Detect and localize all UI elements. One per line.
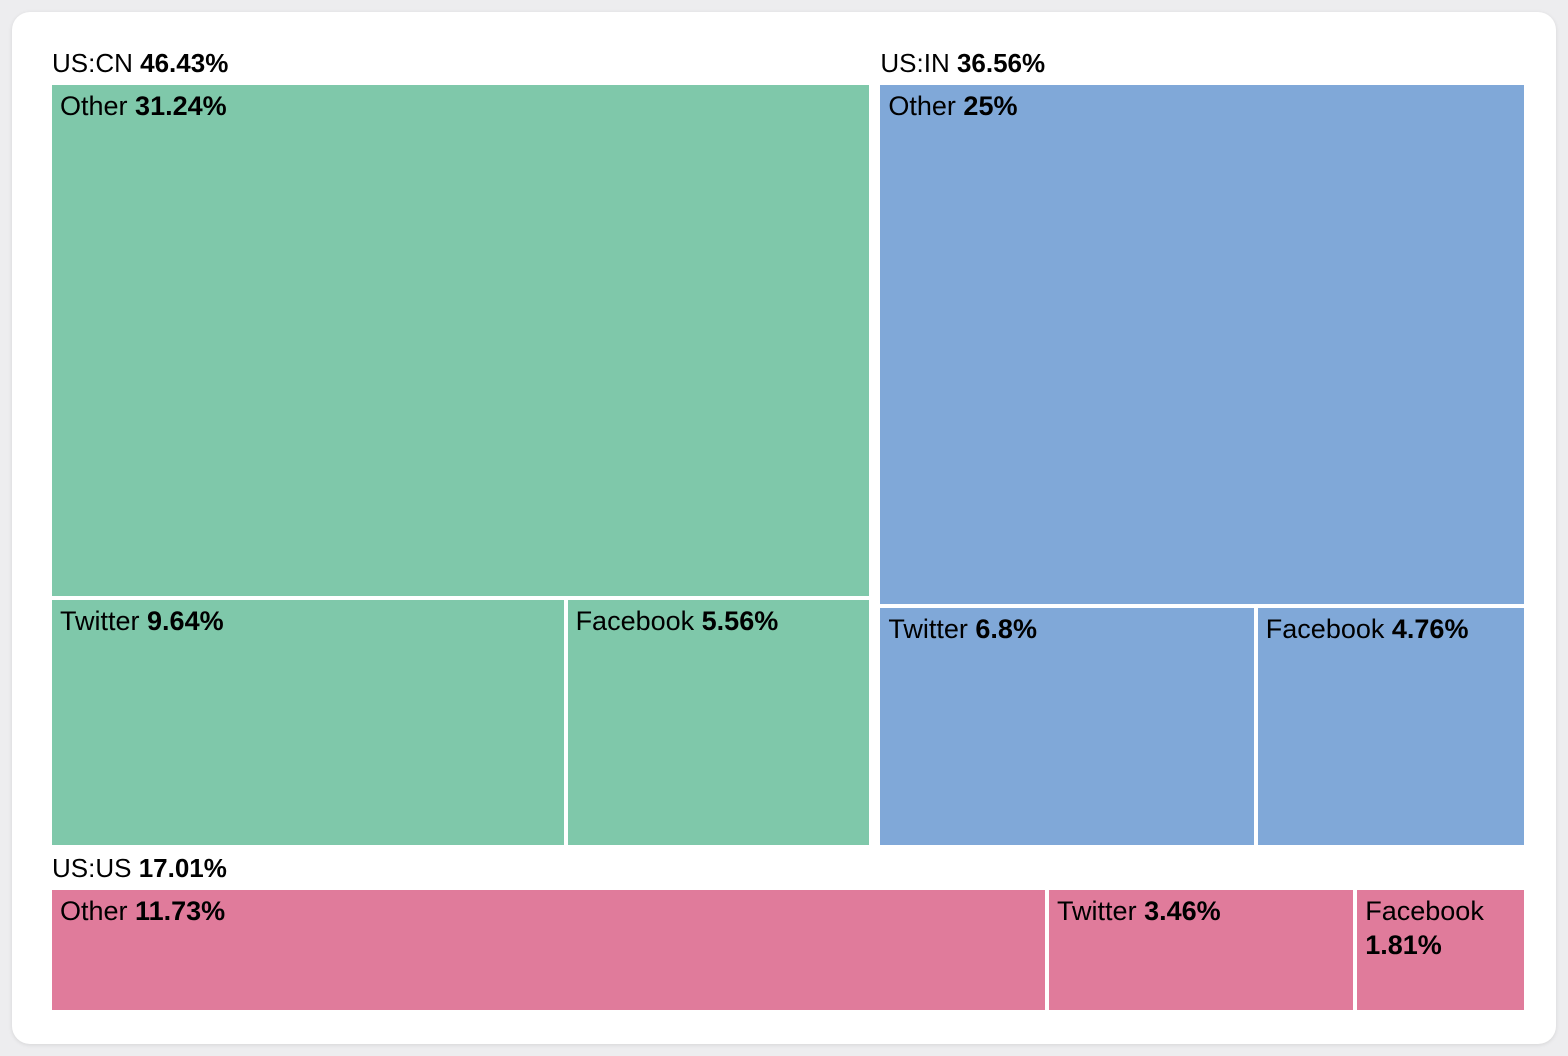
cell-label: Other 11.73% [60, 896, 226, 926]
cell-label: Twitter 3.46% [1057, 896, 1221, 926]
group-value: 36.56% [956, 48, 1046, 78]
group-us-us: US:US 17.01% Other 11.73% Twitter 3.46% … [52, 853, 1525, 1010]
cell-us-cn-other[interactable]: Other 31.24% [52, 85, 870, 597]
group-us-in: US:IN 36.56% Other 25% Twitter 6.8% Face… [880, 48, 1524, 845]
cell-label: Twitter 9.64% [60, 606, 224, 637]
treemap-panel: US:CN 46.43% Other 31.24% Twitter 9.64% … [12, 12, 1556, 1044]
subrow-us-cn: Twitter 9.64% Facebook 5.56% [52, 600, 870, 845]
group-cells-us-in: Other 25% Twitter 6.8% Facebook 4.76% [880, 85, 1524, 845]
cell-us-in-twitter[interactable]: Twitter 6.8% [880, 608, 1254, 845]
group-name: US:CN [52, 48, 133, 78]
cell-us-in-facebook[interactable]: Facebook 4.76% [1257, 608, 1524, 845]
cell-us-cn-twitter[interactable]: Twitter 9.64% [52, 600, 564, 845]
group-label-us-in: US:IN 36.56% [880, 48, 1524, 78]
cell-label: Facebook 1.81% [1365, 896, 1484, 960]
group-cells-us-cn: Other 31.24% Twitter 9.64% Facebook 5.56… [52, 85, 870, 845]
group-cells-us-us: Other 11.73% Twitter 3.46% Facebook 1.81… [52, 890, 1525, 1010]
group-name: US:US [52, 853, 132, 883]
cell-label: Other 31.24% [60, 91, 227, 121]
cell-us-us-twitter[interactable]: Twitter 3.46% [1049, 890, 1354, 1010]
group-name: US:IN [880, 48, 950, 78]
group-value: 17.01% [138, 853, 227, 883]
group-label-us-cn: US:CN 46.43% [52, 48, 869, 78]
treemap-top-row: US:CN 46.43% Other 31.24% Twitter 9.64% … [52, 48, 1524, 845]
group-label-us-us: US:US 17.01% [52, 853, 1524, 883]
subrow-us-in: Twitter 6.8% Facebook 4.76% [880, 608, 1524, 845]
group-value: 46.43% [140, 48, 229, 78]
cell-label: Twitter 6.8% [888, 614, 1037, 645]
cell-us-us-facebook[interactable]: Facebook 1.81% [1357, 890, 1525, 1010]
cell-label: Other 25% [888, 91, 1018, 121]
cell-us-us-other[interactable]: Other 11.73% [52, 890, 1046, 1010]
group-us-cn: US:CN 46.43% Other 31.24% Twitter 9.64% … [52, 48, 870, 845]
cell-label: Facebook 5.56% [575, 606, 779, 637]
cell-label: Facebook 4.76% [1265, 614, 1469, 645]
cell-us-cn-facebook[interactable]: Facebook 5.56% [567, 600, 870, 845]
cell-us-in-other[interactable]: Other 25% [880, 85, 1524, 605]
